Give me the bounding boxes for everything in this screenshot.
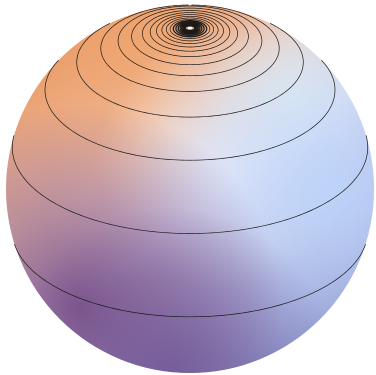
latitude-line: [100, 4, 280, 92]
latitude-line: [169, 19, 211, 40]
latitude-line: [177, 21, 203, 35]
latitude-line: [44, 59, 336, 161]
sphere: [6, 5, 374, 373]
latitude-line: [14, 244, 366, 318]
latitude-line: [175, 21, 205, 37]
pole: [188, 26, 192, 30]
latitude-line: [179, 22, 201, 34]
latitude-line: [180, 23, 200, 33]
latitude-line: [142, 10, 238, 57]
latitude-line: [117, 5, 263, 77]
latitude-line: [156, 14, 224, 48]
latitude-line: [161, 15, 219, 44]
shade: [6, 5, 374, 373]
latitude-line: [182, 24, 198, 33]
latitude-line: [184, 25, 196, 32]
latitude-line: [76, 23, 304, 118]
latitude-line: [131, 7, 249, 66]
latitude-line: [172, 19, 208, 38]
latitude-line: [165, 17, 215, 42]
latitude-lines: [11, 4, 369, 318]
latitude-line: [11, 135, 369, 234]
latitude-line: [149, 12, 231, 52]
